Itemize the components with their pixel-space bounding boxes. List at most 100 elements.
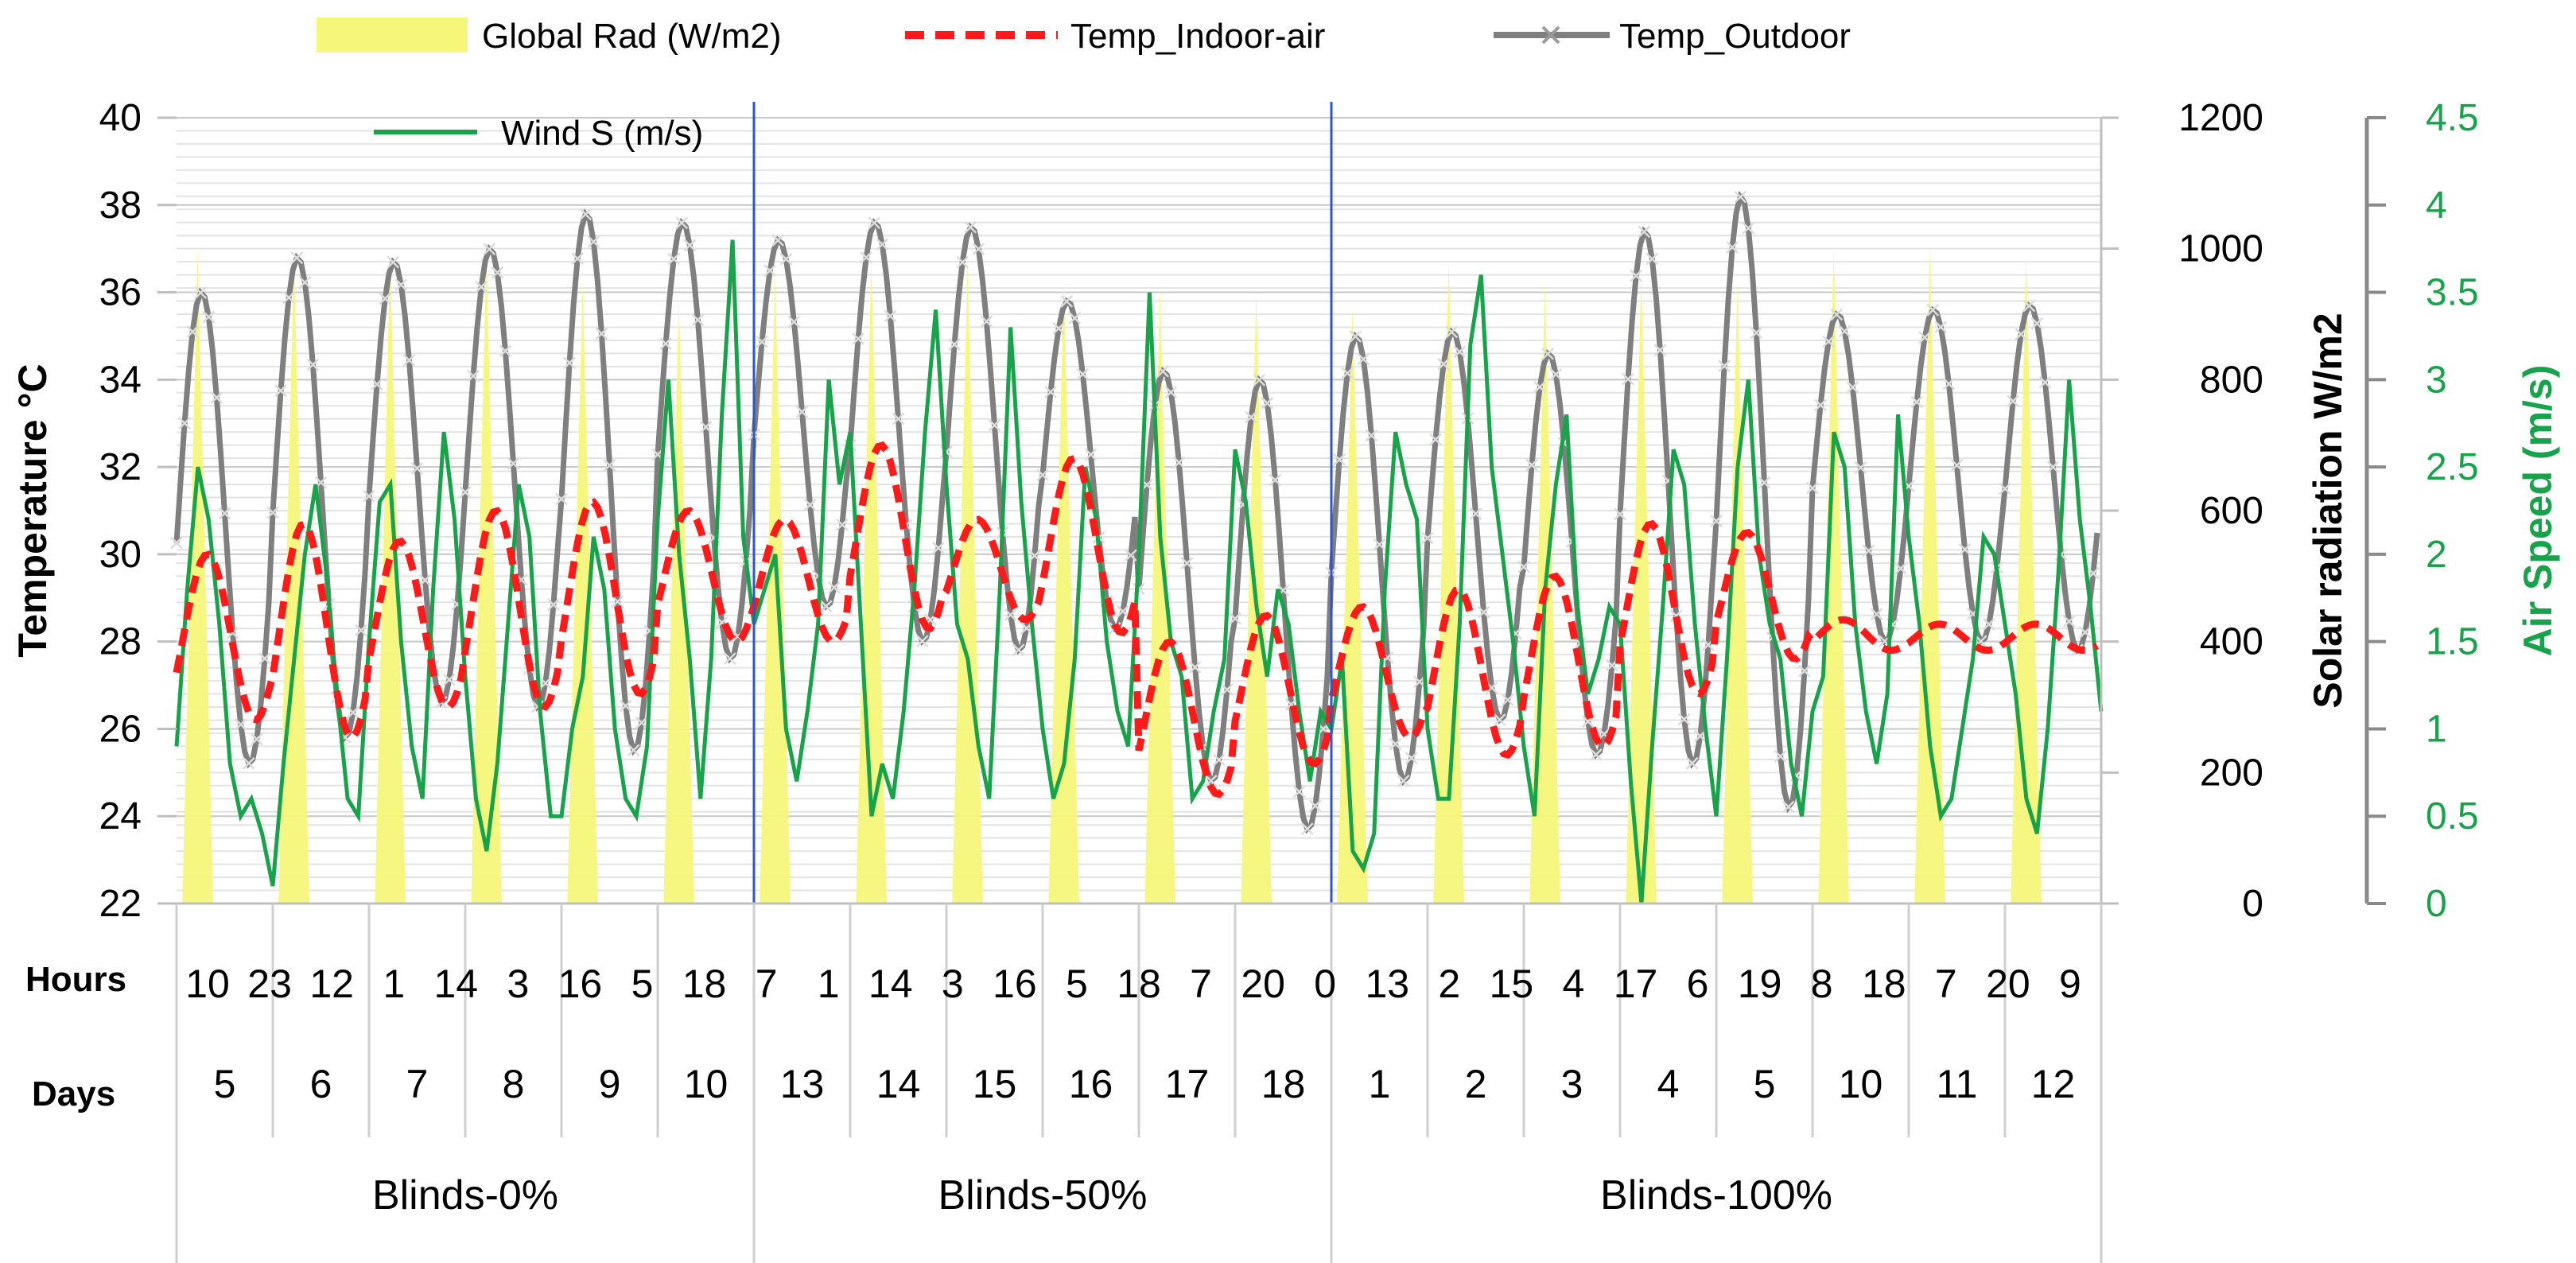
outdoor-temp-marker [675,216,689,230]
outdoor-temp-marker [210,391,223,404]
outdoor-temp-marker [475,280,488,293]
hours-label: 16 [993,962,1037,1006]
solar-tick-label: 1200 [2178,97,2263,139]
outdoor-temp-marker [306,358,320,371]
outdoor-temp-marker [852,332,864,345]
solar-tick-label: 800 [2200,359,2263,401]
solar-tick-label: 600 [2200,490,2263,532]
outdoor-temp-marker [860,251,873,264]
outdoor-temp-marker [1614,507,1626,521]
outdoor-temp-marker [1188,661,1202,674]
outdoor-temp-marker [1341,367,1354,380]
outdoor-temp-marker [1012,643,1025,657]
solar-peak [856,262,887,904]
outdoor-temp-marker [795,405,809,418]
group-dividers [752,102,1333,911]
outdoor-temp-marker [964,220,977,234]
days-label: 9 [599,1062,621,1106]
outdoor-temp-marker [1862,544,1875,558]
outdoor-temp-marker [1212,753,1226,767]
outdoor-temp-marker [1308,799,1322,813]
outdoor-temp-marker [603,459,616,472]
outdoor-temp-marker [178,417,191,430]
outdoor-temp-marker [1389,737,1402,751]
solar-axis-title: Solar radiation W/m2 [2306,313,2350,708]
outdoor-temp-marker [1493,713,1506,726]
solar-peak [471,248,502,904]
outdoor-temp-marker [410,462,424,475]
hours-label: 15 [1490,962,1534,1006]
outdoor-temp-marker [819,600,833,613]
outdoor-temp-marker [771,234,785,247]
outdoor-temp-marker [1894,562,1907,575]
left-tick-label: 40 [99,97,142,139]
outdoor-temp-marker [611,595,624,608]
outdoor-temp-marker [507,457,520,470]
air-speed-tick-label: 1.5 [2426,621,2479,663]
outdoor-temp-marker [1477,605,1490,619]
outdoor-temp-marker [1630,269,1643,282]
outdoor-temp-marker [1373,538,1386,551]
days-label: 1 [1369,1062,1391,1106]
solar-peak [1048,281,1079,904]
outdoor-temp-marker [355,624,367,637]
solar-peak [375,255,406,904]
outdoor-temp-marker [699,421,713,433]
days-label: 5 [1754,1062,1776,1106]
outdoor-temp-marker [1622,372,1634,386]
outdoor-temp-marker [1638,225,1651,239]
outdoor-temp-marker [563,356,576,370]
legend-label-outdoor: Temp_Outdoor [1619,17,1851,56]
outdoor-temp-marker [972,243,985,255]
days-label: 5 [214,1062,236,1106]
outdoor-temp-marker [756,335,768,348]
outdoor-temp-marker [346,706,359,719]
outdoor-temp-marker [836,518,849,531]
outdoor-temp-marker [691,313,705,327]
outdoor-temp-marker [1229,612,1241,625]
solar-peak [1914,248,1945,904]
solar-tick-label: 1000 [2178,228,2263,270]
outdoor-temp-marker [371,378,383,391]
hours-label: 18 [1862,962,1906,1006]
hours-label: 4 [1563,962,1585,1006]
solar-peak [1337,307,1368,904]
outdoor-temp-marker [1693,729,1707,743]
outdoor-temp-marker [980,315,993,328]
group-label: Blinds-0% [372,1172,558,1218]
outdoor-temp-marker [884,309,897,323]
air-speed-tick-label: 3 [2426,359,2447,401]
outdoor-temp-marker [587,235,600,248]
outdoor-temp-marker [667,252,681,266]
outdoor-temp-marker [1781,800,1795,814]
outdoor-temp-marker [1926,304,1940,317]
air-speed-tick-label: 4.5 [2426,97,2479,139]
solar-radiation-series [182,248,2042,904]
outdoor-temp-marker [2062,615,2076,628]
outdoor-temp-marker [763,264,777,278]
outdoor-temp-marker [298,276,312,290]
outdoor-temp-marker [2007,394,2019,408]
hours-label: 7 [1935,962,1957,1006]
outdoor-temp-marker [683,239,697,252]
outdoor-temp-marker [1453,345,1467,359]
hours-label: 0 [1314,962,1336,1006]
air-speed-axis-title: Air Speed (m/s) [2516,365,2560,657]
solar-peak [663,301,694,904]
outdoor-temp-marker [1253,374,1266,387]
outdoor-temp-marker [1910,395,1923,409]
outdoor-temp-marker [1830,308,1844,321]
air-speed-axis-ticks: 0 0.5 1 1.5 2 2.5 3 3.5 4 4.5 [2367,97,2479,925]
days-label: 8 [503,1062,525,1106]
hours-label: 5 [631,962,654,1006]
outdoor-temp-marker [402,354,416,367]
outdoor-temp-marker [2087,566,2100,580]
solar-peak [1626,274,1657,904]
days-label: 13 [780,1062,825,1106]
outdoor-temp-marker [250,733,263,746]
days-label: 11 [1937,1062,1978,1106]
outdoor-temp-marker [186,325,200,338]
outdoor-temp-marker [483,243,496,256]
hours-label: 23 [247,962,292,1006]
outdoor-temp-marker [1245,410,1258,424]
